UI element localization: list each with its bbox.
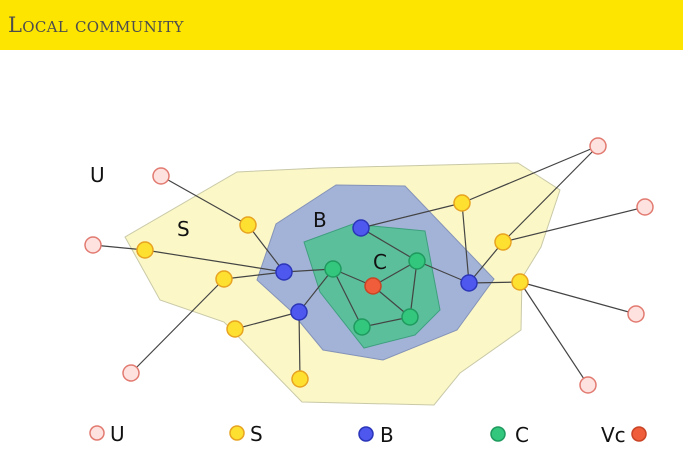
node-u — [636, 198, 654, 216]
node-c — [353, 318, 371, 336]
node-s — [226, 320, 244, 338]
node-u — [589, 137, 607, 155]
legend-u-label: U — [110, 422, 125, 446]
node-u — [579, 376, 597, 394]
node-s — [239, 216, 257, 234]
node-s — [291, 370, 309, 388]
c-nodes — [324, 252, 426, 336]
node-c — [324, 260, 342, 278]
u-nodes — [84, 137, 654, 394]
legend-s-label: S — [250, 422, 263, 446]
node-s — [511, 273, 529, 291]
node-c — [401, 308, 419, 326]
region-label-s: S — [177, 217, 190, 241]
node-s — [494, 233, 512, 251]
node-c — [408, 252, 426, 270]
node-b — [460, 274, 478, 292]
header-title: Local community — [8, 13, 184, 37]
node-s — [215, 270, 233, 288]
region-label-c: C — [373, 250, 387, 274]
legend-c-swatch — [490, 426, 506, 442]
legend: U S B C Vc — [89, 422, 647, 447]
legend-c-label: C — [515, 423, 529, 447]
region-label-b: B — [313, 208, 327, 232]
legend-vc-swatch — [631, 426, 647, 442]
node-b — [352, 219, 370, 237]
header-bar: Local community — [0, 0, 683, 50]
s-nodes — [136, 194, 529, 388]
legend-vc-label: Vc — [601, 423, 626, 447]
node-b — [290, 303, 308, 321]
legend-u-swatch — [89, 425, 105, 441]
node-s — [136, 241, 154, 259]
node-vc — [364, 277, 382, 295]
node-u — [627, 305, 645, 323]
legend-s-swatch — [229, 425, 245, 441]
community-diagram: U S B C U S B C Vc — [84, 137, 654, 447]
legend-b-label: B — [380, 423, 394, 447]
node-u — [152, 167, 170, 185]
region-label-u: U — [90, 163, 105, 187]
node-s — [453, 194, 471, 212]
node-u — [84, 236, 102, 254]
node-b — [275, 263, 293, 281]
b-nodes — [275, 219, 478, 321]
legend-b-swatch — [358, 426, 374, 442]
node-u — [122, 364, 140, 382]
